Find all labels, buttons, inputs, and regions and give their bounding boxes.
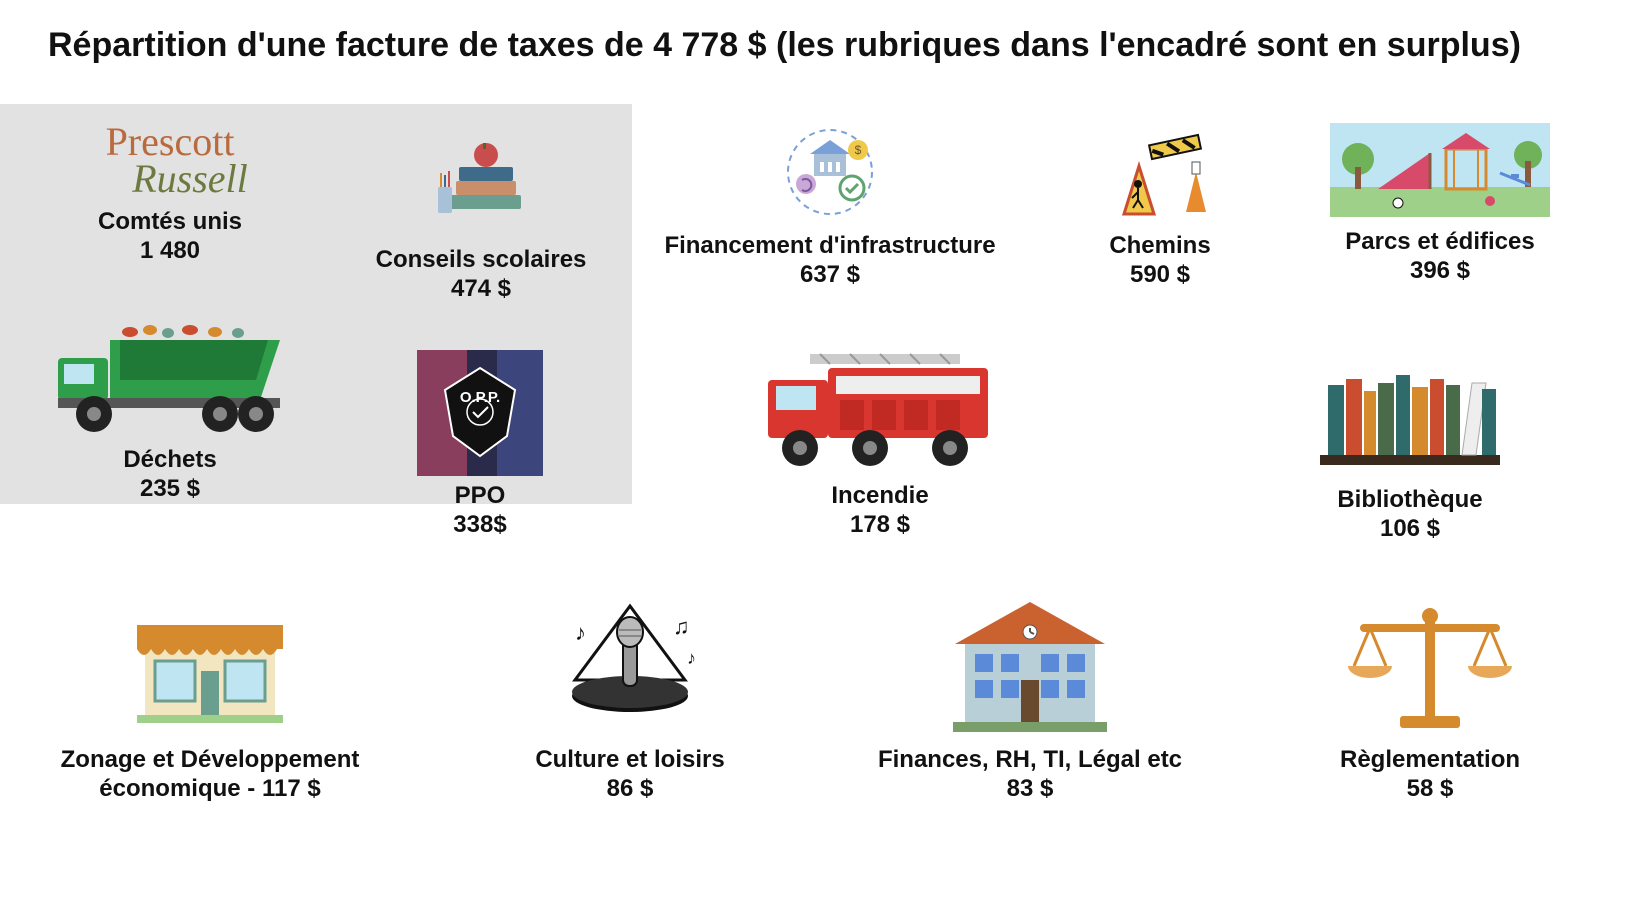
item-zonage: Zonage et Développement économique - 117… [40,590,380,804]
item-parcs: Parcs et édifices 396 $ [1290,118,1590,286]
item-value: 58 $ [1300,775,1560,804]
building-icon [860,590,1200,740]
item-dechets: Déchets 235 $ [20,290,320,504]
item-value: 106 $ [1280,515,1540,544]
svg-text:O.P.P.: O.P.P. [460,389,500,406]
item-value: 235 $ [20,475,320,504]
infrastructure-icon: $ [650,118,1010,226]
page-title: Répartition d'une facture de taxes de 4 … [48,26,1521,65]
svg-text:$: $ [855,143,862,157]
item-finances: Finances, RH, TI, Légal etc 83 $ [860,590,1200,804]
item-financement: $ Financement d'infrastructure 637 $ [650,118,1010,290]
opp-badge-icon: O.P.P. [380,350,580,476]
item-value: 637 $ [650,261,1010,290]
item-label: Parcs et édifices [1290,228,1590,257]
item-incendie: Incendie 178 $ [720,336,1040,540]
item-value: 474 $ [346,275,616,304]
item-label: Comtés unis [30,208,310,237]
item-label-inline: Zonage et Développement économique - 117… [40,746,380,804]
svg-text:♫: ♫ [673,614,690,639]
item-value: 86 $ [490,775,770,804]
item-label: Bibliothèque [1280,486,1540,515]
svg-text:♪: ♪ [687,648,696,668]
books-icon [346,120,616,240]
item-value: 590 $ [1060,261,1260,290]
microphone-icon: ♪ ♫ ♪ [490,590,770,740]
playground-icon [1290,118,1590,222]
item-label: Incendie [720,482,1040,511]
item-comtes-unis: Prescott Russell Comtés unis 1 480 [30,118,310,266]
svg-text:♪: ♪ [575,620,586,645]
item-value: 338$ [380,511,580,540]
item-label: Règlementation [1300,746,1560,775]
item-chemins: Chemins 590 $ [1060,118,1260,290]
item-ppo: O.P.P. PPO 338$ [380,350,580,540]
books-shelf-icon [1280,350,1540,480]
storefront-icon [40,590,380,740]
roadwork-icon [1060,118,1260,226]
item-label: Déchets [20,446,320,475]
fire-truck-icon [720,336,1040,476]
item-conseils-scolaires: Conseils scolaires 474 $ [346,120,616,304]
item-culture: ♪ ♫ ♪ Culture et loisirs 86 $ [490,590,770,804]
item-label: Financement d'infrastructure [650,232,1010,261]
item-bibliotheque: Bibliothèque 106 $ [1280,350,1540,544]
garbage-truck-icon [20,290,320,440]
item-label: Culture et loisirs [490,746,770,775]
item-value: 396 $ [1290,257,1590,286]
item-label: Finances, RH, TI, Légal etc [860,746,1200,775]
item-value: 1 480 [30,237,310,266]
item-reglementation: Règlementation 58 $ [1300,590,1560,804]
item-value: 83 $ [860,775,1200,804]
item-label: Conseils scolaires [346,246,616,275]
item-value: 178 $ [720,511,1040,540]
item-label: Chemins [1060,232,1260,261]
prescott-russell-logo: Prescott Russell [30,118,310,202]
scales-icon [1300,590,1560,740]
item-label: PPO [380,482,580,511]
